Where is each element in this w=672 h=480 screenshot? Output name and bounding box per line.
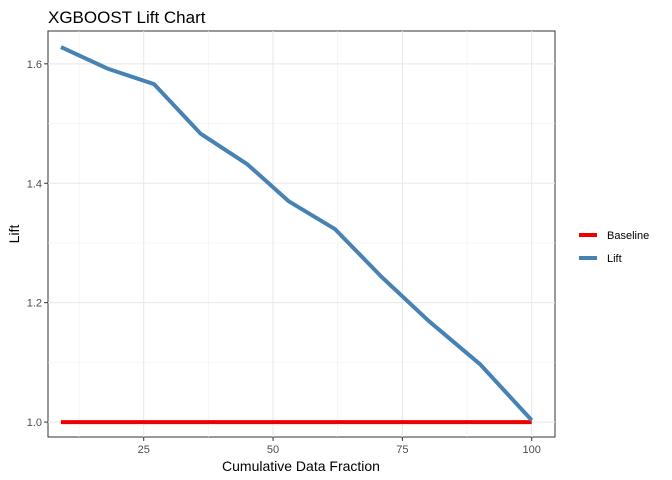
x-tick-label: 75 [396,444,408,456]
series-lines [60,45,534,425]
x-axis-title: Cumulative Data Fraction [222,458,380,474]
y-axis-title: Lift [6,225,22,244]
minor-gridlines [48,31,555,437]
y-tick-label: 1.2 [27,298,42,310]
y-tick-label: 1.4 [27,178,42,190]
legend-label-baseline: Baseline [607,230,649,242]
series-line-lift [60,45,534,422]
y-tick-label: 1.6 [27,59,42,71]
legend: Baseline Lift [579,230,649,265]
plot-panel-border [47,30,556,438]
y-tick-label: 1.0 [27,417,42,429]
y-axis-ticks: 1.0 1.2 1.4 1.6 [27,59,48,429]
x-tick-label: 25 [138,444,150,456]
x-tick-label: 100 [523,444,541,456]
major-gridlines [48,31,555,437]
legend-label-lift: Lift [607,253,622,265]
x-tick-label: 50 [267,444,279,456]
x-axis-ticks: 25 50 75 100 [138,437,541,456]
chart-title: XGBOOST Lift Chart [48,8,206,27]
